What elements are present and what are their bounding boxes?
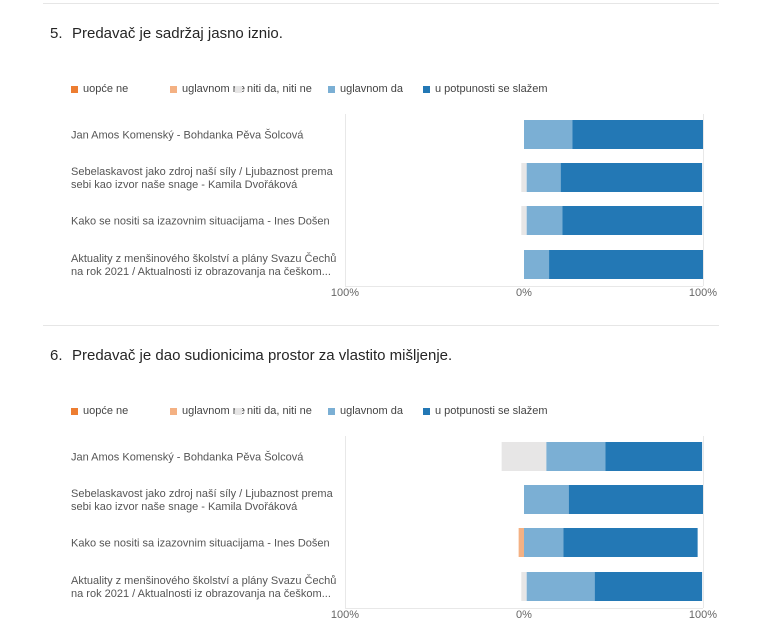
legend-label: uglavnom da — [340, 83, 403, 95]
question-text: Predavač je sadržaj jasno iznio. — [72, 25, 283, 42]
legend-swatch — [328, 407, 335, 415]
category-label: Kako se nositi sa izazovnim situacijama … — [71, 538, 330, 550]
bar-segment — [526, 572, 595, 601]
legend-label: niti da, niti ne — [247, 405, 312, 417]
bar-segment — [572, 120, 703, 149]
category-label: Aktuality z menšinového školství a plány… — [71, 252, 336, 278]
legend-label: u potpunosti se slažem — [435, 405, 548, 417]
legend-swatch — [328, 85, 335, 93]
bar-segment — [546, 442, 606, 471]
legend-item: u potpunosti se slažem — [423, 83, 548, 95]
legend-item: u potpunosti se slažem — [423, 405, 548, 417]
legend-label: uglavnom da — [340, 405, 403, 417]
legend-item: niti da, niti ne — [235, 405, 312, 417]
legend-swatch — [71, 407, 78, 415]
bar-segment — [594, 572, 703, 601]
legend-swatch — [170, 85, 177, 93]
legend-item: uglavnom ne — [170, 83, 245, 95]
legend-label: uglavnom ne — [182, 405, 245, 417]
legend-swatch — [235, 85, 242, 93]
legend-swatch — [71, 85, 78, 93]
bar-segment — [605, 442, 703, 471]
likert-chart: Jan Amos Komenský - Bohdanka Pěva Šolcov… — [71, 114, 717, 299]
category-label: Sebelaskavost jako zdroj naší síly / Lju… — [71, 166, 334, 191]
section-divider — [43, 3, 719, 4]
legend-label: uopće ne — [83, 405, 129, 417]
category-label: Aktuality z menšinového školství a plány… — [71, 574, 336, 600]
question-number: 5. — [50, 25, 63, 42]
legend-item: uopće ne — [71, 405, 128, 417]
legend-item: uopće ne — [71, 83, 128, 95]
x-tick-label: 100% — [331, 609, 359, 621]
x-tick-label: 0% — [516, 287, 532, 299]
bar-segment — [560, 163, 703, 192]
legend-swatch — [423, 85, 430, 93]
legend-item: uglavnom da — [328, 83, 403, 95]
legend-swatch — [235, 407, 242, 415]
bar-segment — [562, 206, 703, 235]
question-title: 5. Predavač je sadržaj jasno iznio. — [50, 25, 283, 42]
bar-segment — [524, 250, 550, 279]
x-tick-label: 100% — [331, 287, 359, 299]
bar-segment — [501, 442, 547, 471]
legend-label: niti da, niti ne — [247, 83, 312, 95]
category-label: Kako se nositi sa izazovnim situacijama … — [71, 216, 330, 228]
bar-segment — [563, 528, 698, 557]
legend-label: u potpunosti se slažem — [435, 83, 548, 95]
bar-segment — [518, 528, 524, 557]
bar-segment — [524, 120, 573, 149]
legend-item: uglavnom ne — [170, 405, 245, 417]
bar-segment — [521, 206, 527, 235]
bar-segment — [526, 163, 561, 192]
bar-segment — [549, 250, 703, 279]
x-tick-label: 100% — [689, 287, 717, 299]
category-label: Sebelaskavost jako zdroj naší síly / Lju… — [71, 488, 334, 513]
question-title: 6. Predavač je dao sudionicima prostor za… — [50, 347, 452, 364]
section-divider — [43, 325, 719, 326]
bar-segment — [524, 485, 569, 514]
question-number: 6. — [50, 347, 63, 364]
bar-segment — [521, 163, 527, 192]
category-label: Jan Amos Komenský - Bohdanka Pěva Šolcov… — [71, 451, 304, 464]
bar-segment — [568, 485, 703, 514]
category-label: Jan Amos Komenský - Bohdanka Pěva Šolcov… — [71, 129, 304, 142]
bar-segment — [526, 206, 563, 235]
legend-item: uglavnom da — [328, 405, 403, 417]
legend-swatch — [423, 407, 430, 415]
legend-swatch — [170, 407, 177, 415]
legend-item: niti da, niti ne — [235, 83, 312, 95]
x-tick-label: 0% — [516, 609, 532, 621]
legend-label: uopće ne — [83, 83, 129, 95]
x-tick-label: 100% — [689, 609, 717, 621]
likert-chart: Jan Amos Komenský - Bohdanka Pěva Šolcov… — [71, 436, 717, 621]
bar-segment — [524, 528, 564, 557]
legend-label: uglavnom ne — [182, 83, 245, 95]
question-text: Predavač je dao sudionicima prostor za v… — [72, 347, 453, 364]
bar-segment — [521, 572, 527, 601]
